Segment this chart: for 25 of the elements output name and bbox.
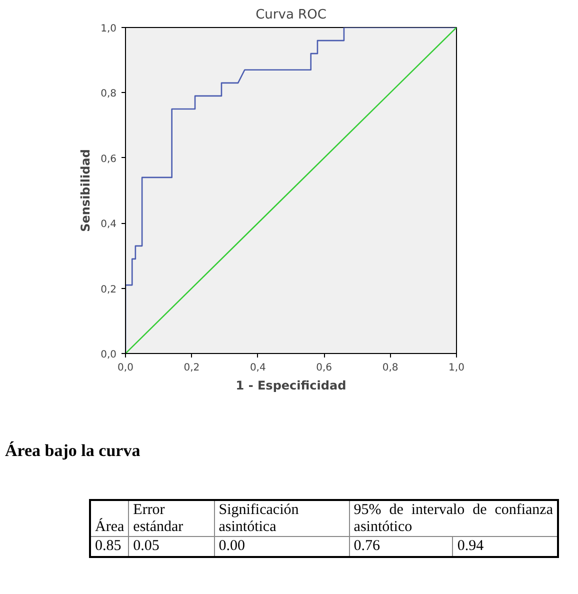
text: Error estándar: [128, 500, 214, 537]
x-tick-label: 0,6: [316, 362, 332, 374]
text: 0.00: [214, 536, 350, 557]
x-axis-title: 1 - Especificidad: [236, 378, 346, 392]
chart-title: Curva ROC: [256, 8, 326, 22]
text: 95% de intervalo de confianza asintótico: [349, 500, 558, 537]
x-tick-label: 0,0: [118, 362, 134, 374]
y-tick-label: 0,2: [100, 284, 117, 296]
text: Significación asintótica: [214, 500, 350, 537]
x-tick-label: 0,4: [250, 362, 266, 374]
x-tick-label: 0,2: [184, 362, 200, 374]
y-axis-title: Sensibilidad: [78, 149, 93, 232]
text: 0.85: [90, 536, 129, 557]
y-tick-label: 0,8: [100, 88, 117, 100]
y-tick-label: 0,6: [100, 154, 117, 165]
text: Área: [90, 500, 129, 537]
x-tick-label: 1,0: [448, 362, 464, 374]
y-tick-label: 0,4: [100, 219, 117, 230]
text: 0.05: [128, 536, 214, 557]
x-tick-label: 0,8: [382, 362, 398, 374]
y-tick-label: 0,0: [100, 350, 117, 360]
text: Área bajo la curva: [5, 440, 142, 462]
y-tick-label: 1,0: [100, 24, 117, 34]
text: 0.76: [349, 536, 453, 557]
text: 0.94: [452, 536, 558, 557]
